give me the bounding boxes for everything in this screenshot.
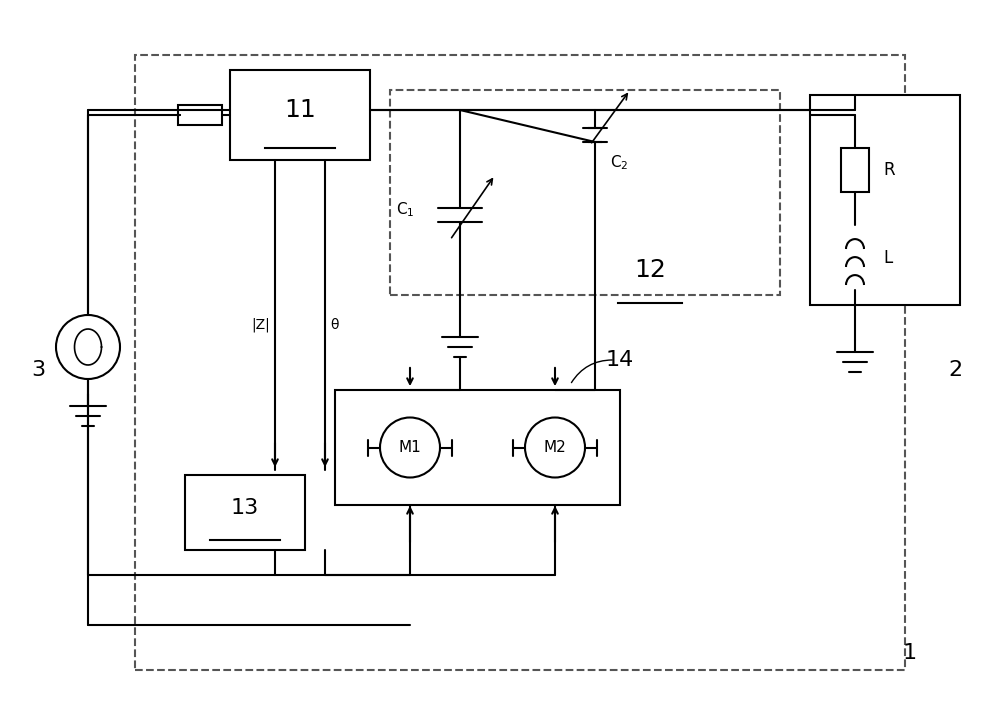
Text: |Z|: |Z|: [251, 318, 270, 332]
Text: L: L: [883, 249, 892, 267]
Text: 1: 1: [903, 643, 917, 663]
Bar: [135, 55, 905, 670]
Text: M2: M2: [544, 440, 566, 455]
Bar: [810, 95, 960, 305]
Bar: [335, 390, 620, 505]
Text: 11: 11: [284, 98, 316, 122]
Bar: [178, 105, 222, 125]
Text: M1: M1: [399, 440, 421, 455]
Bar: [390, 90, 780, 295]
Text: 2: 2: [948, 360, 962, 380]
Text: C$_2$: C$_2$: [610, 154, 628, 173]
Text: C$_1$: C$_1$: [396, 201, 414, 220]
Text: R: R: [883, 161, 895, 179]
Text: θ: θ: [330, 318, 338, 332]
Bar: [185, 475, 305, 550]
Bar: [841, 148, 869, 192]
Text: 13: 13: [231, 497, 259, 518]
Bar: [230, 70, 370, 160]
Text: 3: 3: [31, 360, 45, 380]
Text: 12: 12: [634, 258, 666, 282]
Text: 14: 14: [606, 350, 634, 370]
